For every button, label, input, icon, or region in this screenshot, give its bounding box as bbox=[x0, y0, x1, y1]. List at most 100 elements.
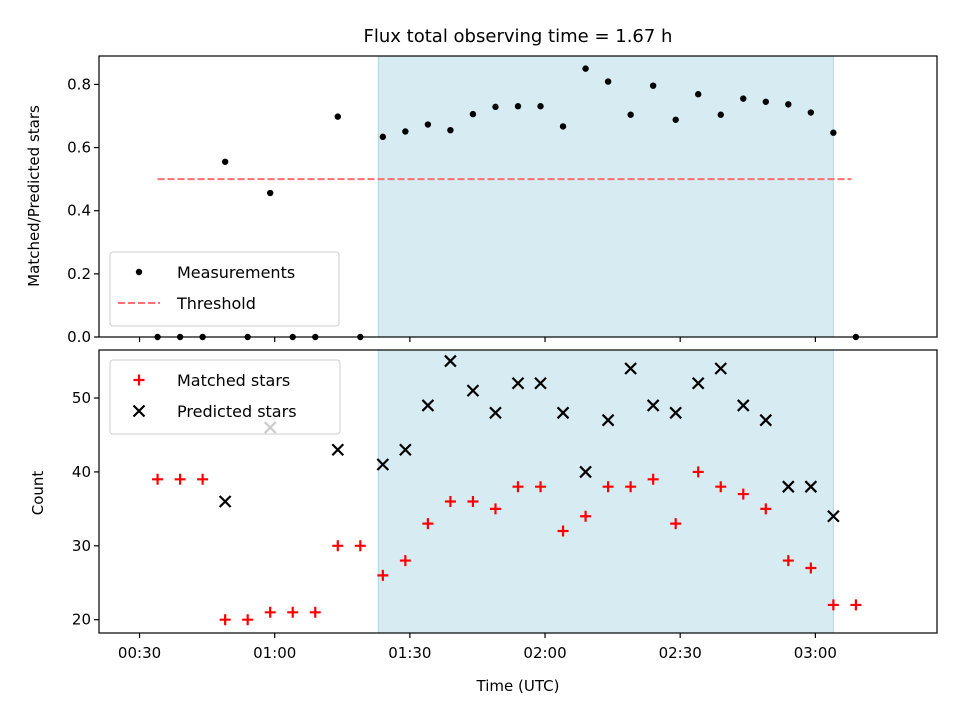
matched-stars-point bbox=[782, 555, 794, 567]
measurement-point bbox=[604, 78, 612, 85]
measurement-point bbox=[717, 111, 724, 118]
predicted-stars-point bbox=[669, 406, 682, 420]
predicted-stars-point bbox=[489, 406, 502, 420]
x-tick-label: 03:00 bbox=[794, 644, 837, 662]
y-tick-label: 20 bbox=[72, 611, 91, 629]
measurement-point bbox=[402, 128, 409, 135]
measurement-point bbox=[514, 103, 522, 110]
matched-stars-point bbox=[287, 606, 299, 618]
predicted-stars-point bbox=[376, 458, 390, 471]
matched-stars-point bbox=[670, 518, 682, 530]
matched-stars-point bbox=[692, 466, 704, 478]
shaded-interval bbox=[378, 56, 834, 337]
matched-stars-point bbox=[580, 510, 592, 522]
top-y-axis-label: Matched/Predicted stars bbox=[25, 105, 43, 287]
measurement-point bbox=[582, 65, 589, 72]
predicted-stars-point bbox=[218, 495, 232, 508]
y-tick-label: 0.4 bbox=[67, 202, 91, 220]
predicted-stars-point bbox=[579, 465, 592, 479]
legend: Matched stars Predicted stars bbox=[109, 359, 341, 435]
y-tick-label: 0.2 bbox=[67, 265, 91, 283]
predicted-stars-point bbox=[759, 413, 773, 427]
predicted-stars-point bbox=[534, 376, 547, 390]
matched-stars-point bbox=[647, 473, 659, 485]
legend-marker-x bbox=[132, 404, 146, 418]
predicted-stars-point bbox=[736, 399, 750, 412]
bottom-panel: 20 30 40 50 00:30 01:00 01:30 02:00 02:30 03:00 Ma… bbox=[72, 349, 938, 662]
matched-stars-point bbox=[512, 481, 524, 493]
matched-stars-point bbox=[737, 488, 749, 500]
y-tick-label: 0.6 bbox=[67, 139, 91, 157]
shaded-interval bbox=[378, 350, 834, 633]
matched-stars-point bbox=[625, 481, 637, 493]
matched-stars-point bbox=[242, 614, 254, 626]
legend-label: Predicted stars bbox=[177, 402, 297, 421]
matched-stars-point bbox=[422, 518, 434, 530]
predicted-stars-point bbox=[466, 384, 480, 397]
matched-stars-point bbox=[805, 562, 817, 574]
measurement-point bbox=[379, 133, 387, 141]
predicted-stars-point bbox=[421, 399, 435, 412]
axes-frame bbox=[98, 349, 938, 634]
measurement-point bbox=[537, 103, 544, 110]
measurement-point bbox=[695, 91, 702, 98]
matched-stars-point bbox=[219, 614, 231, 626]
matched-stars-point bbox=[444, 495, 456, 507]
x-axis-label: Time (UTC) bbox=[476, 677, 560, 695]
y-tick-label: 0.8 bbox=[67, 75, 91, 93]
matched-stars-point bbox=[602, 481, 614, 493]
axes-frame bbox=[98, 55, 938, 338]
matched-stars-point bbox=[377, 569, 389, 581]
matched-stars-point bbox=[197, 473, 209, 485]
x-tick-label: 01:00 bbox=[253, 644, 296, 662]
measurement-point bbox=[559, 123, 567, 130]
legend-marker-dot bbox=[135, 268, 143, 276]
series-matched-stars bbox=[152, 466, 862, 626]
measurement-point bbox=[469, 110, 477, 118]
matched-stars-point bbox=[535, 481, 547, 493]
measurement-point bbox=[424, 121, 432, 128]
measurement-point bbox=[762, 98, 769, 105]
measurement-point bbox=[334, 113, 341, 120]
legend-label: Threshold bbox=[176, 294, 256, 313]
matched-stars-point bbox=[354, 540, 366, 552]
legend-label: Matched stars bbox=[177, 371, 290, 390]
predicted-stars-point bbox=[556, 406, 570, 420]
x-tick-label: 01:30 bbox=[388, 644, 431, 662]
bottom-y-axis-label: Count bbox=[29, 471, 47, 516]
matched-stars-point bbox=[399, 555, 411, 567]
predicted-stars-point bbox=[691, 376, 705, 390]
measurement-point bbox=[785, 101, 792, 108]
measurement-point bbox=[649, 82, 657, 89]
legend-box bbox=[109, 251, 340, 327]
top-panel: 0.0 0.2 0.4 0.6 0.8 Measurements Threshold bbox=[67, 55, 938, 346]
matched-stars-point bbox=[715, 481, 727, 493]
legend-box bbox=[109, 359, 341, 435]
measurement-point bbox=[492, 103, 499, 111]
x-tick-label: 02:30 bbox=[659, 644, 702, 662]
predicted-stars-point bbox=[782, 480, 795, 493]
x-tick-label: 02:00 bbox=[523, 644, 566, 662]
measurement-point bbox=[740, 95, 747, 102]
predicted-stars-point bbox=[624, 362, 637, 375]
predicted-stars-point bbox=[804, 480, 818, 493]
matched-stars-point bbox=[152, 473, 164, 485]
matched-stars-point bbox=[332, 540, 344, 552]
matched-stars-point bbox=[309, 606, 321, 618]
chart-title: Flux total observing time = 1.67 h bbox=[364, 26, 673, 47]
measurement-point bbox=[267, 189, 274, 197]
y-tick-label: 40 bbox=[72, 463, 91, 481]
measurement-point bbox=[807, 109, 815, 116]
measurement-point bbox=[627, 111, 634, 118]
predicted-stars-point bbox=[827, 509, 840, 523]
matched-stars-point bbox=[264, 606, 276, 618]
matched-stars-point bbox=[174, 473, 186, 485]
predicted-stars-point bbox=[399, 443, 412, 457]
legend: Measurements Threshold bbox=[109, 251, 340, 327]
predicted-stars-point bbox=[511, 376, 525, 390]
legend-marker-plus bbox=[133, 374, 145, 386]
predicted-stars-point bbox=[601, 413, 615, 427]
matched-stars-point bbox=[467, 495, 479, 507]
matched-stars-point bbox=[557, 525, 569, 537]
